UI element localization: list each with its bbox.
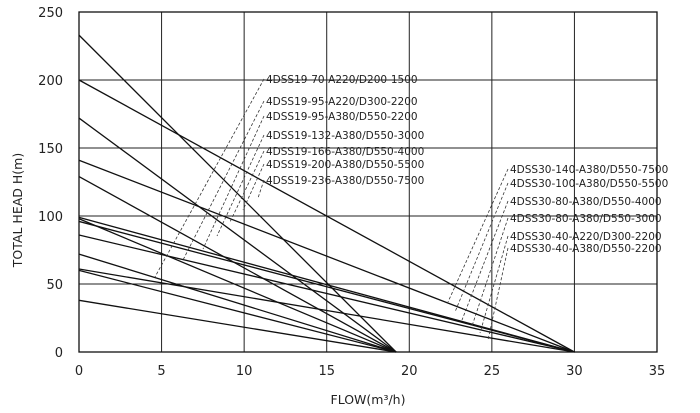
leader-line bbox=[479, 235, 509, 334]
curve-label: 4DSS19-166-A380/D550-4000 bbox=[266, 146, 424, 158]
series-line bbox=[78, 159, 575, 353]
y-tick-label: 50 bbox=[46, 278, 63, 293]
curve-label: 4DSS30-80-A380/D550-3000 bbox=[510, 213, 662, 225]
x-tick-labels: 0 5 10 15 20 25 30 35 bbox=[75, 364, 665, 379]
series-lines bbox=[78, 34, 575, 353]
leader-line bbox=[257, 179, 265, 199]
x-tick-label: 35 bbox=[649, 364, 666, 379]
curve-labels-group-19: 4DSS19-70-A220/D200-1500 4DSS19-95-A220/D… bbox=[266, 74, 424, 187]
leader-line bbox=[181, 100, 265, 263]
x-tick-label: 5 bbox=[157, 364, 165, 379]
curve-label: 4DSS30-40-A220/D300-2200 bbox=[510, 231, 662, 243]
x-tick-label: 25 bbox=[484, 364, 501, 379]
series-line bbox=[78, 253, 397, 353]
y-tick-label: 250 bbox=[38, 6, 63, 21]
y-tick-label: 0 bbox=[55, 346, 63, 361]
curve-labels-group-30: 4DSS30-140-A380/D550-7500 4DSS30-100-A380… bbox=[510, 164, 668, 255]
x-tick-label: 20 bbox=[401, 364, 418, 379]
series-line bbox=[78, 269, 397, 353]
leader-line bbox=[229, 150, 265, 223]
plot-area-frame bbox=[78, 11, 658, 353]
curve-label: 4DSS19-200-A380/D550-5500 bbox=[266, 159, 424, 171]
y-tick-label: 100 bbox=[38, 210, 63, 225]
x-axis-title: FLOW(m³/h) bbox=[331, 392, 406, 407]
series-line bbox=[78, 299, 397, 353]
leader-line bbox=[216, 134, 265, 237]
x-tick-label: 15 bbox=[318, 364, 335, 379]
curve-label: 4DSS19-95-A380/D550-2200 bbox=[266, 111, 418, 123]
curve-label: 4DSS19-95-A220/D300-2200 bbox=[266, 96, 418, 108]
curve-label: 4DSS19-236-A380/D550-7500 bbox=[266, 175, 424, 187]
series-line bbox=[78, 218, 397, 353]
curve-label: 4DSS30-80-A380/D550-4000 bbox=[510, 196, 662, 208]
y-tick-labels: 0 50 100 150 200 250 bbox=[38, 6, 63, 361]
label-leader-lines bbox=[154, 78, 509, 341]
curve-label: 4DSS30-40-A380/D550-2200 bbox=[510, 243, 662, 255]
y-tick-label: 200 bbox=[38, 74, 63, 89]
series-line bbox=[78, 175, 397, 353]
y-tick-label: 150 bbox=[38, 142, 63, 157]
leader-line bbox=[487, 247, 509, 341]
series-line bbox=[78, 268, 575, 353]
curve-label: 4DSS30-100-A380/D550-5500 bbox=[510, 178, 668, 190]
leader-line bbox=[461, 200, 509, 321]
leader-line bbox=[447, 168, 509, 303]
curve-label: 4DSS19-70-A220/D200-1500 bbox=[266, 74, 418, 86]
x-tick-label: 0 bbox=[75, 364, 83, 379]
series-line bbox=[78, 216, 575, 353]
leader-line bbox=[154, 78, 265, 278]
series-line bbox=[78, 220, 575, 353]
series-line bbox=[78, 34, 397, 353]
leader-line bbox=[454, 182, 509, 313]
series-line bbox=[78, 79, 575, 353]
leader-line bbox=[242, 163, 265, 211]
x-tick-label: 10 bbox=[236, 364, 253, 379]
leader-line bbox=[471, 217, 509, 327]
x-tick-label: 30 bbox=[566, 364, 583, 379]
y-axis-title: TOTAL HEAD H(m) bbox=[10, 153, 25, 268]
series-line bbox=[78, 234, 575, 353]
curve-label: 4DSS30-140-A380/D550-7500 bbox=[510, 164, 668, 176]
curve-label: 4DSS19-132-A380/D550-3000 bbox=[266, 130, 424, 142]
leader-line bbox=[202, 115, 265, 250]
